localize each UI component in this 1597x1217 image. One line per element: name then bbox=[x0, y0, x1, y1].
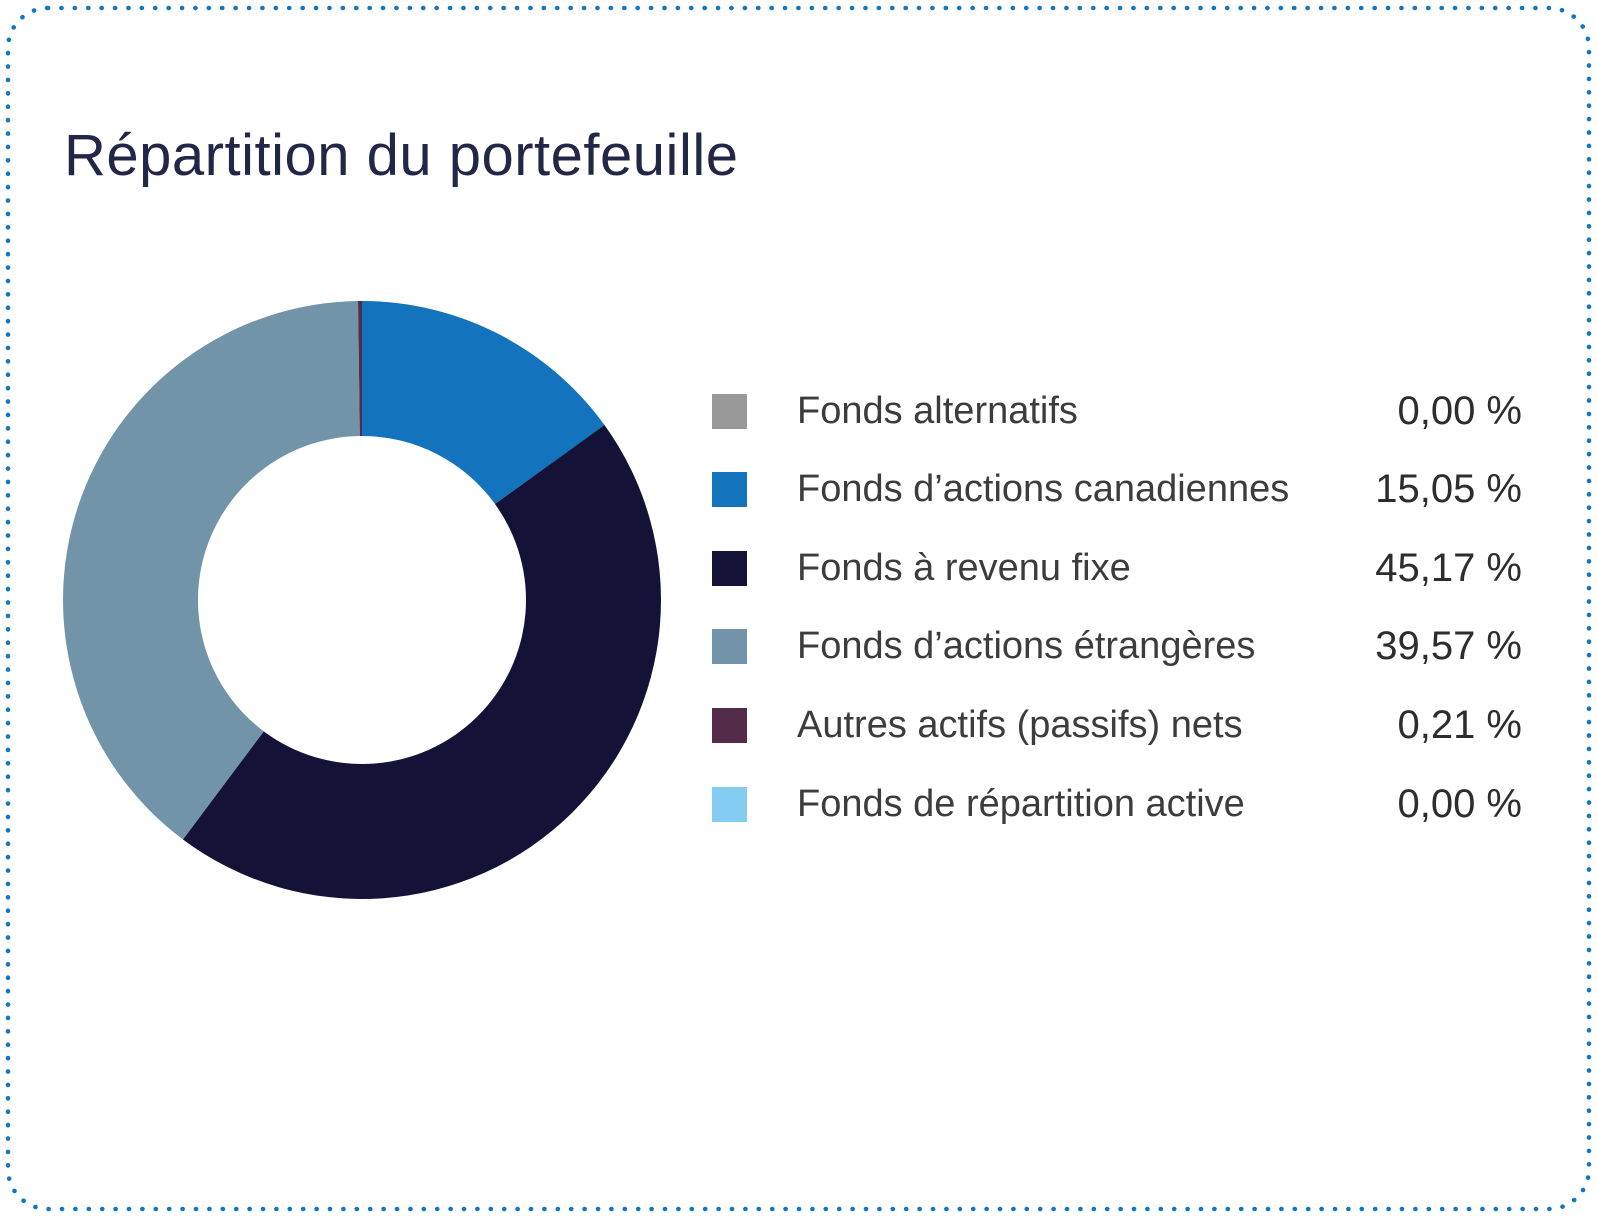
legend-value: 45,17 % bbox=[1375, 545, 1522, 590]
legend-value: 0,00 % bbox=[1397, 388, 1522, 433]
legend-swatch-icon bbox=[712, 393, 747, 429]
legend-row: Fonds alternatifs 0,00 % bbox=[712, 389, 1522, 433]
legend-row: Autres actifs (passifs) nets 0,21 % bbox=[712, 703, 1522, 747]
page-title: Répartition du portefeuille bbox=[64, 123, 739, 188]
legend-swatch-icon bbox=[712, 629, 747, 665]
donut-slice bbox=[362, 301, 605, 505]
donut-chart-svg bbox=[63, 301, 662, 899]
donut-slice bbox=[358, 301, 362, 437]
legend-value: 0,00 % bbox=[1397, 781, 1522, 826]
legend-label: Autres actifs (passifs) nets bbox=[797, 703, 1243, 746]
legend-label: Fonds de répartition active bbox=[797, 782, 1245, 825]
donut-slice bbox=[182, 425, 662, 899]
legend-label: Fonds d’actions canadiennes bbox=[797, 468, 1290, 511]
donut-chart bbox=[62, 300, 662, 900]
legend-value: 15,05 % bbox=[1375, 467, 1522, 512]
legend-value: 39,57 % bbox=[1375, 624, 1522, 669]
legend-swatch-icon bbox=[712, 550, 747, 586]
legend-row: Fonds à revenu fixe 45,17 % bbox=[712, 546, 1522, 590]
legend-label: Fonds alternatifs bbox=[797, 389, 1078, 432]
legend-swatch-icon bbox=[712, 786, 747, 822]
legend-row: Fonds d’actions étrangères 39,57 % bbox=[712, 624, 1522, 668]
legend-row: Fonds d’actions canadiennes 15,05 % bbox=[712, 467, 1522, 511]
legend-value: 0,21 % bbox=[1397, 702, 1522, 747]
legend-label: Fonds d’actions étrangères bbox=[797, 625, 1256, 668]
legend-swatch-icon bbox=[712, 472, 747, 508]
legend-swatch-icon bbox=[712, 707, 747, 743]
donut-slice bbox=[63, 301, 360, 840]
legend-row: Fonds de répartition active 0,00 % bbox=[712, 782, 1522, 826]
legend-label: Fonds à revenu fixe bbox=[797, 546, 1131, 589]
